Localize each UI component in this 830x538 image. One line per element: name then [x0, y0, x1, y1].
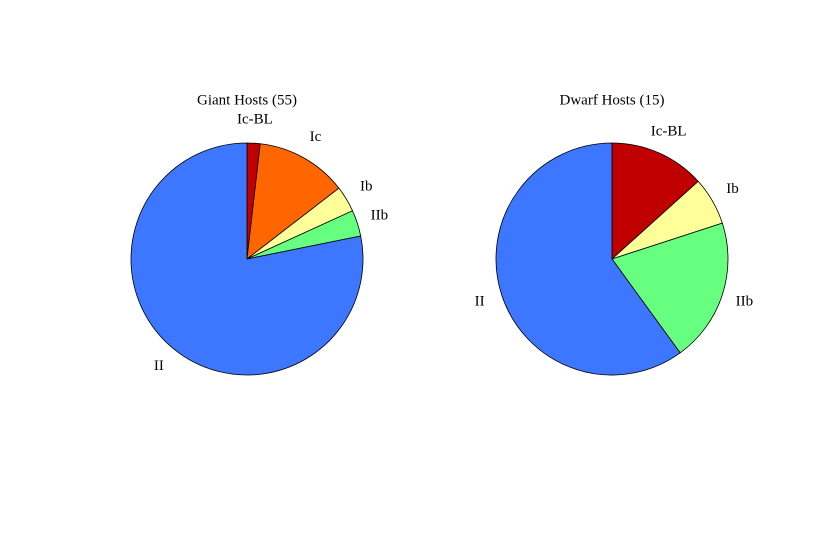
chart-title: Giant Hosts (55) — [197, 92, 297, 108]
slice-label: II — [475, 293, 485, 309]
slice-label: Ib — [360, 179, 373, 195]
pie-slice — [495, 142, 681, 376]
slice-label: IIb — [371, 207, 389, 223]
pie-slice — [611, 222, 729, 354]
slice-label: Ib — [726, 181, 739, 197]
pie-slice — [611, 142, 699, 260]
pie-slice — [130, 142, 364, 376]
slice-label: Ic-BL — [651, 123, 687, 139]
chart-title: Dwarf Hosts (15) — [560, 92, 665, 108]
slice-label: Ic-BL — [237, 111, 273, 127]
pie-slice — [246, 143, 340, 260]
slice-label: Ic — [310, 129, 322, 145]
slice-label: IIb — [736, 293, 754, 309]
slice-label: II — [154, 358, 164, 374]
